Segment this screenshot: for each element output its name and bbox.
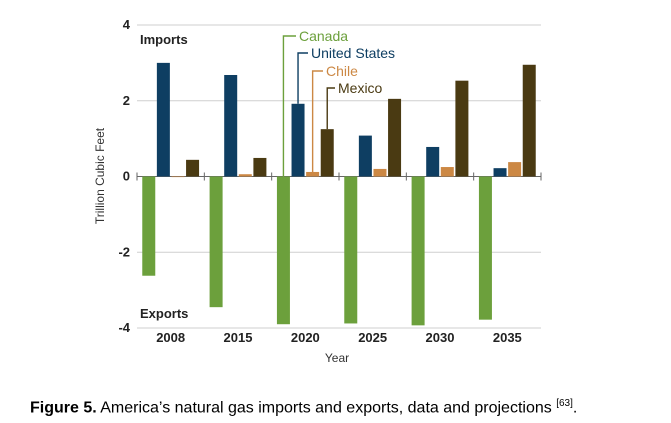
bar-canada-2030 xyxy=(411,176,425,326)
bar-mexico-2035 xyxy=(522,64,536,177)
x-tick-label: 2008 xyxy=(156,330,185,345)
bar-canada-2015 xyxy=(209,176,223,308)
y-axis-title: Trillion Cubic Feet xyxy=(93,127,107,224)
legend-label-chile: Chile xyxy=(326,63,358,79)
y-tick-label: 2 xyxy=(123,93,130,108)
y-tick-label: 0 xyxy=(123,169,130,184)
caption-reference: [63] xyxy=(556,398,573,409)
legend-label-canada: Canada xyxy=(299,28,348,44)
legend-leader-canada xyxy=(282,35,296,177)
legend-leader-united-states xyxy=(297,52,308,104)
x-tick-label: 2030 xyxy=(426,330,455,345)
y-tick-labels: 4 2 0 -2 -4 xyxy=(118,17,130,335)
bar-mexico-2015 xyxy=(253,157,267,177)
bar-mexico-2008 xyxy=(186,159,200,177)
bar-chile-2025 xyxy=(373,168,387,177)
bar-canada-2035 xyxy=(478,176,492,320)
exports-label: Exports xyxy=(140,306,188,321)
x-tick-label: 2015 xyxy=(224,330,253,345)
category-labels: 2008 2015 2020 2025 2030 2035 xyxy=(156,330,522,345)
bar-united-states-2025 xyxy=(358,135,372,177)
y-tick-label: -4 xyxy=(118,320,130,335)
legend-label-mexico: Mexico xyxy=(338,80,383,96)
bar-united-states-2030 xyxy=(426,146,440,177)
y-tick-label: 4 xyxy=(123,17,131,32)
legend-leader-mexico xyxy=(326,87,335,130)
imports-label: Imports xyxy=(140,32,188,47)
caption-end: . xyxy=(572,399,578,417)
gridlines xyxy=(136,24,542,329)
bar-canada-2008 xyxy=(142,176,156,276)
bar-chile-2008 xyxy=(171,176,185,178)
bar-canada-2025 xyxy=(344,176,358,324)
x-tick-label: 2025 xyxy=(358,330,387,345)
bar-chile-2015 xyxy=(238,174,252,177)
caption-label: Figure 5. xyxy=(30,399,97,417)
x-axis-title: Year xyxy=(325,351,349,365)
bar-chile-2030 xyxy=(440,167,454,177)
bar-chile-2020 xyxy=(306,171,320,177)
y-tick-label: -2 xyxy=(118,244,130,259)
bar-mexico-2030 xyxy=(455,80,469,177)
bar-chile-2035 xyxy=(508,162,522,177)
bar-united-states-2035 xyxy=(493,168,507,177)
legend-label-united-states: United States xyxy=(311,45,395,61)
bar-united-states-2020 xyxy=(291,103,305,177)
bar-mexico-2020 xyxy=(320,129,334,177)
bar-canada-2020 xyxy=(276,176,290,325)
x-tick-label: 2020 xyxy=(291,330,320,345)
figure-caption: Figure 5. America’s natural gas imports … xyxy=(30,398,577,417)
bar-united-states-2008 xyxy=(156,62,170,177)
legend-leader-chile xyxy=(311,70,323,172)
bar-mexico-2025 xyxy=(388,98,402,177)
x-tick-label: 2035 xyxy=(493,330,522,345)
bars xyxy=(142,62,536,326)
caption-text: America’s natural gas imports and export… xyxy=(96,399,557,417)
bar-united-states-2015 xyxy=(224,74,238,177)
